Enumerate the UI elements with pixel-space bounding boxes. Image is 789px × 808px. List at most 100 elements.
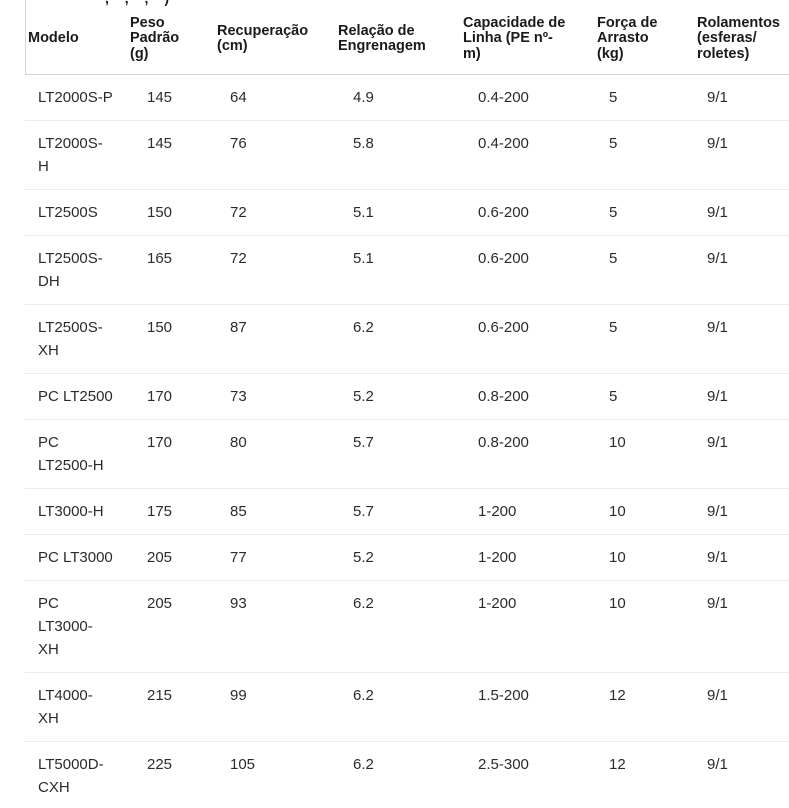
cell-peso: 150 bbox=[127, 189, 214, 236]
column-header-modelo: Modelo bbox=[25, 10, 127, 75]
cell-forca: 10 bbox=[594, 419, 694, 489]
cell-recuperacao: 93 bbox=[214, 580, 335, 673]
cell-capacidade: 1-200 bbox=[460, 580, 594, 673]
cell-recuperacao: 72 bbox=[214, 189, 335, 236]
cell-peso: 165 bbox=[127, 235, 214, 305]
cell-peso: 145 bbox=[147, 89, 173, 106]
cell-modelo: LT2500S bbox=[25, 189, 127, 236]
cell-modelo: PC LT2500-H bbox=[25, 419, 127, 489]
cell-rolamentos: 9/1 bbox=[694, 419, 789, 489]
column-header-forca: Força de Arrasto (kg) bbox=[594, 10, 694, 75]
cell-modelo: LT2000S- H bbox=[25, 120, 127, 190]
clipped-text-fragment-text: , , , ) bbox=[105, 0, 245, 6]
cell-forca: 5 bbox=[609, 89, 618, 106]
cell-modelo: LT2500S- DH bbox=[25, 235, 127, 305]
cell-rolamentos: 9/1 bbox=[707, 89, 728, 106]
table-row: PC LT2500-H 170 80 5.7 0.8-200 10 9/1 bbox=[25, 419, 789, 489]
cell-capacidade: 0.4-200 bbox=[460, 120, 594, 190]
cell-modelo: LT3000-H bbox=[25, 488, 127, 535]
cell-recuperacao: 73 bbox=[214, 373, 335, 420]
cell-forca: 10 bbox=[594, 580, 694, 673]
table-row: LT2000S-P 145 64 4.9 0.4-200 5 9/1 bbox=[25, 75, 789, 121]
table-row: LT2500S- DH 165 72 5.1 0.6-200 5 9/1 bbox=[25, 235, 789, 305]
cell-modelo: PC LT2500 bbox=[25, 373, 127, 420]
column-header-recuperacao: Recuperação (cm) bbox=[214, 10, 335, 75]
cell-forca: 5 bbox=[594, 373, 694, 420]
cell-rolamentos: 9/1 bbox=[694, 373, 789, 420]
cell-peso: 145 bbox=[127, 120, 214, 190]
cell-recuperacao: 105 bbox=[214, 741, 335, 808]
table-row: LT4000- XH 215 99 6.2 1.5-200 12 9/1 bbox=[25, 672, 789, 742]
cell-modelo: LT4000- XH bbox=[25, 672, 127, 742]
table-header: Modelo Peso Padrão (g) Recuperação (cm) … bbox=[25, 10, 789, 75]
reel-spec-table: Modelo Peso Padrão (g) Recuperação (cm) … bbox=[25, 10, 789, 808]
clipped-text-fragment: , , , ) bbox=[105, 0, 245, 6]
column-header-peso: Peso Padrão (g) bbox=[127, 10, 214, 75]
cell-forca: 10 bbox=[594, 488, 694, 535]
cell-relacao: 5.1 bbox=[335, 189, 460, 236]
cell-relacao: 5.7 bbox=[335, 419, 460, 489]
cell-recuperacao: 99 bbox=[214, 672, 335, 742]
cell-rolamentos: 9/1 bbox=[694, 120, 789, 190]
cell-relacao: 6.2 bbox=[335, 741, 460, 808]
cell-rolamentos: 9/1 bbox=[694, 741, 789, 808]
cell-modelo: LT2500S- XH bbox=[25, 304, 127, 374]
cell-capacidade: 0.4-200 bbox=[478, 89, 529, 106]
cell-peso: 205 bbox=[127, 580, 214, 673]
cell-peso: 150 bbox=[127, 304, 214, 374]
cell-recuperacao: 80 bbox=[214, 419, 335, 489]
cell-recuperacao: 76 bbox=[214, 120, 335, 190]
table-row: LT3000-H 175 85 5.7 1-200 10 9/1 bbox=[25, 488, 789, 535]
cell-relacao: 4.9 bbox=[353, 89, 374, 106]
cell-relacao: 6.2 bbox=[335, 580, 460, 673]
cell-relacao: 6.2 bbox=[335, 672, 460, 742]
cell-recuperacao: 72 bbox=[214, 235, 335, 305]
cell-capacidade: 1.5-200 bbox=[460, 672, 594, 742]
table-row: LT2500S- XH 150 87 6.2 0.6-200 5 9/1 bbox=[25, 304, 789, 374]
table-header-row: Modelo Peso Padrão (g) Recuperação (cm) … bbox=[25, 10, 789, 75]
cell-peso: 215 bbox=[127, 672, 214, 742]
cell-modelo: PC LT3000 bbox=[25, 534, 127, 581]
cell-rolamentos: 9/1 bbox=[694, 488, 789, 535]
cell-modelo: LT2000S-P bbox=[38, 89, 113, 106]
cell-rolamentos: 9/1 bbox=[694, 580, 789, 673]
table-row: LT5000D- CXH 225 105 6.2 2.5-300 12 9/1 bbox=[25, 741, 789, 808]
cell-rolamentos: 9/1 bbox=[694, 534, 789, 581]
cell-capacidade: 0.8-200 bbox=[460, 419, 594, 489]
cell-relacao: 5.2 bbox=[335, 534, 460, 581]
cell-peso: 225 bbox=[127, 741, 214, 808]
table-row: PC LT3000 205 77 5.2 1-200 10 9/1 bbox=[25, 534, 789, 581]
cell-modelo: PC LT3000- XH bbox=[25, 580, 127, 673]
cell-forca: 5 bbox=[594, 304, 694, 374]
cell-relacao: 6.2 bbox=[335, 304, 460, 374]
column-header-relacao: Relação de Engrenagem bbox=[335, 10, 460, 75]
cell-relacao: 5.2 bbox=[335, 373, 460, 420]
cell-capacidade: 0.6-200 bbox=[460, 189, 594, 236]
cell-peso: 170 bbox=[127, 373, 214, 420]
cell-relacao: 5.8 bbox=[335, 120, 460, 190]
cell-capacidade: 2.5-300 bbox=[460, 741, 594, 808]
column-header-capacidade: Capacidade de Linha (PE nº- m) bbox=[460, 10, 594, 75]
cell-capacidade: 1-200 bbox=[460, 488, 594, 535]
spec-table-body: LT2000S-P 145 64 4.9 0.4-200 5 9/1 LT2000S- H 14… bbox=[25, 75, 789, 808]
cell-forca: 10 bbox=[594, 534, 694, 581]
cell-rolamentos: 9/1 bbox=[694, 672, 789, 742]
cell-rolamentos: 9/1 bbox=[694, 304, 789, 374]
cell-forca: 5 bbox=[594, 235, 694, 305]
cell-relacao: 5.1 bbox=[335, 235, 460, 305]
cell-peso: 205 bbox=[127, 534, 214, 581]
cell-capacidade: 0.6-200 bbox=[460, 235, 594, 305]
cell-forca: 12 bbox=[594, 741, 694, 808]
cell-capacidade: 0.8-200 bbox=[460, 373, 594, 420]
cell-recuperacao: 87 bbox=[214, 304, 335, 374]
cell-rolamentos: 9/1 bbox=[694, 189, 789, 236]
cell-modelo: LT5000D- CXH bbox=[25, 741, 127, 808]
table-row: PC LT2500 170 73 5.2 0.8-200 5 9/1 bbox=[25, 373, 789, 420]
cell-peso: 170 bbox=[127, 419, 214, 489]
cell-forca: 12 bbox=[594, 672, 694, 742]
column-header-rolamentos: Rolamentos (esferas/ roletes) bbox=[694, 10, 789, 75]
cell-forca: 5 bbox=[594, 120, 694, 190]
cell-recuperacao: 85 bbox=[214, 488, 335, 535]
table-row: LT2500S 150 72 5.1 0.6-200 5 9/1 bbox=[25, 189, 789, 236]
